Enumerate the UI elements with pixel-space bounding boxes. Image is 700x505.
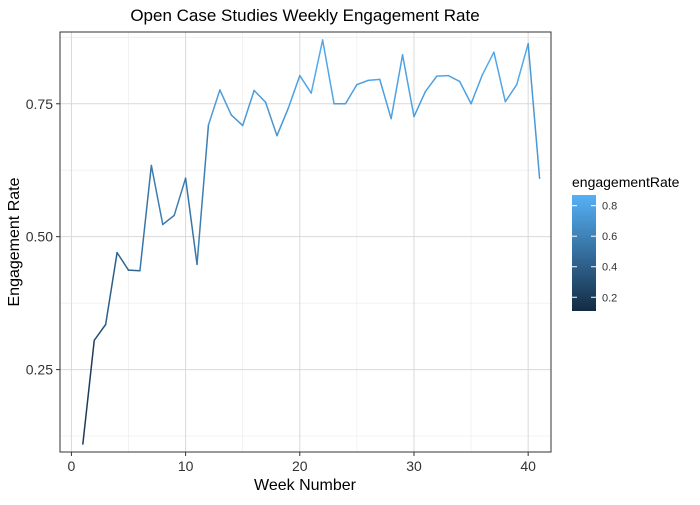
series-segment (104, 251, 118, 326)
legend-title: engagementRate (572, 174, 680, 190)
plot-border (59, 31, 552, 453)
y-axis-ticks: 0.25 0.50 0.75 (26, 96, 60, 378)
engagement-series (82, 39, 541, 445)
series-segment (413, 90, 427, 118)
x-tick-label: 40 (520, 458, 536, 474)
series-segment (447, 74, 461, 83)
series-segment (515, 42, 529, 86)
series-segment (310, 39, 324, 94)
series-segment (436, 74, 449, 77)
series-segment (219, 89, 233, 116)
x-tick-label: 20 (292, 458, 308, 474)
series-segment (139, 164, 153, 272)
series-segment (264, 101, 278, 137)
x-tick-label: 30 (406, 458, 422, 474)
series-segment (253, 89, 267, 103)
series-segment (82, 339, 96, 445)
major-gridlines (60, 32, 551, 452)
series-segment (93, 323, 107, 342)
series-segment (241, 89, 255, 127)
series-segment (401, 54, 415, 118)
x-tick-label: 10 (178, 458, 194, 474)
legend-label: 0.6 (602, 231, 617, 243)
series-segment (230, 114, 244, 127)
y-tick-label: 0.50 (26, 229, 53, 245)
series-segment (378, 78, 392, 120)
series-segment (196, 124, 210, 266)
x-tick-label: 0 (68, 458, 76, 474)
series-segment (116, 251, 130, 271)
series-segment (493, 51, 507, 103)
series-segment (150, 164, 164, 226)
chart-title: Open Case Studies Weekly Engagement Rate (130, 6, 479, 25)
series-segment (424, 75, 438, 93)
series-segment (504, 83, 518, 103)
legend-colorbar (572, 195, 596, 311)
series-segment (287, 74, 301, 109)
series-segment (458, 80, 472, 105)
x-axis-label: Week Number (254, 477, 357, 494)
series-segment (390, 54, 404, 120)
series-segment (344, 83, 358, 105)
legend-label: 0.8 (602, 201, 617, 213)
legend-label: 0.4 (602, 262, 617, 274)
plot-panel (60, 32, 551, 452)
series-segment (207, 89, 221, 126)
series-segment (173, 177, 187, 217)
x-axis-ticks: 0 10 20 30 40 (68, 452, 536, 474)
series-segment (127, 269, 141, 272)
series-segment (299, 74, 312, 94)
series-segment (321, 39, 335, 105)
series-segment (481, 51, 495, 76)
y-tick-label: 0.25 (26, 362, 53, 378)
series-segment (184, 177, 198, 266)
series-segment (527, 42, 541, 179)
series-segment (162, 214, 175, 226)
series-segment (276, 107, 290, 137)
y-tick-label: 0.75 (26, 96, 53, 112)
y-axis-label: Engagement Rate (6, 177, 23, 306)
legend-ticks: 0.2 0.4 0.6 0.8 (572, 201, 617, 304)
legend-label: 0.2 (602, 292, 617, 304)
series-segment (356, 79, 370, 86)
color-legend: engagementRate 0.2 0.4 0.6 0.8 (572, 174, 680, 311)
series-segment (470, 73, 484, 105)
series-segment (367, 78, 381, 82)
